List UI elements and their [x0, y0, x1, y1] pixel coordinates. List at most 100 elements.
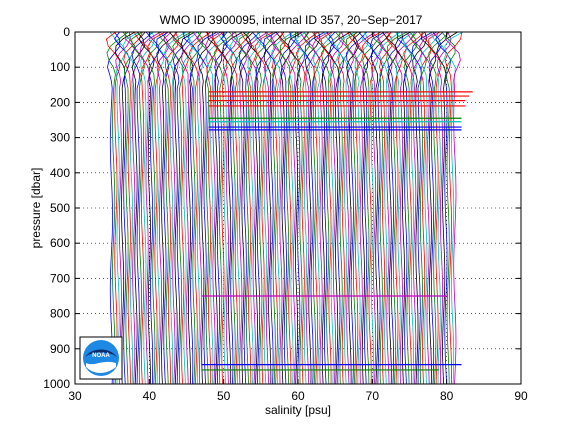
profile-line [255, 31, 272, 385]
profile-line [304, 31, 321, 385]
profile-line [197, 31, 218, 385]
profile-line [304, 31, 325, 385]
profile-line [207, 31, 223, 385]
profile-line [295, 31, 310, 385]
profile-line [279, 31, 296, 384]
profile-line [358, 31, 374, 385]
profile-line [196, 31, 214, 385]
profile-line [394, 31, 411, 385]
profile-line [156, 31, 178, 385]
profile-line [387, 31, 407, 385]
profile-line [238, 31, 252, 385]
profile-line [435, 31, 452, 385]
profile-line [222, 31, 243, 384]
profile-line [311, 31, 325, 385]
profile-line [163, 31, 179, 385]
profile-line [329, 31, 351, 385]
profile-line [430, 31, 447, 384]
profile-line [213, 31, 236, 385]
x-tick-label: 30 [68, 389, 82, 403]
profile-line [122, 31, 140, 385]
profile-line [168, 31, 184, 385]
profile-line [157, 31, 175, 385]
profile-line [444, 31, 463, 385]
profile-line [312, 31, 330, 385]
profile-line [419, 31, 439, 385]
profile-line [328, 31, 345, 384]
profile-line [124, 32, 140, 385]
y-tick-label: 500 [50, 201, 70, 215]
profile-line [410, 31, 427, 385]
profile-line [181, 31, 194, 385]
profile-line [312, 31, 333, 385]
y-tick-label: 900 [50, 342, 70, 356]
x-tick-label: 80 [440, 389, 454, 403]
profile-line [329, 31, 345, 385]
profile-line [192, 31, 209, 385]
profile-line [133, 31, 151, 385]
profile-line [296, 31, 310, 385]
profile-line [405, 31, 423, 385]
profile-line [336, 31, 356, 385]
profile-line [418, 31, 432, 385]
profile-line [140, 31, 156, 385]
profile-line [214, 31, 228, 384]
logo-wave [86, 361, 116, 373]
profile-line [270, 31, 286, 385]
profile-line [254, 31, 274, 385]
profile-line [156, 31, 170, 385]
profile-line [205, 31, 226, 385]
profile-line [238, 31, 253, 385]
profile-line [172, 31, 192, 385]
profile-line [216, 31, 233, 385]
profile-line [320, 31, 343, 385]
spike-lines [201, 91, 473, 371]
profile-line [231, 31, 247, 385]
profile-line [262, 31, 277, 385]
profile-line [172, 31, 190, 385]
x-tick-label: 40 [143, 389, 157, 403]
profile-line [106, 31, 129, 385]
profile-line [428, 31, 442, 385]
profile-line [337, 31, 356, 385]
profile-line [180, 31, 195, 384]
profile-line [279, 31, 300, 385]
profile-line [288, 31, 309, 385]
profile-line [372, 31, 388, 385]
profile-line [114, 31, 131, 385]
profile-line [395, 31, 416, 385]
profile-line [205, 31, 219, 385]
profile-line [428, 31, 442, 385]
profile-line [353, 31, 376, 385]
profile-line [420, 31, 437, 385]
profile-line [229, 31, 248, 385]
profile-line [428, 31, 450, 385]
x-axis-label: salinity [psu] [265, 403, 331, 417]
profile-line [220, 31, 238, 385]
profile-line [347, 31, 364, 385]
profile-line [288, 31, 301, 385]
profile-line [419, 31, 437, 385]
profile-line [188, 31, 212, 385]
profile-line [155, 31, 170, 385]
y-tick-label: 400 [50, 166, 70, 180]
profile-line [131, 31, 146, 385]
profile-line [115, 31, 136, 385]
x-tick-label: 70 [366, 389, 380, 403]
profile-line [303, 31, 321, 385]
profile-line [444, 31, 461, 385]
profile-line [172, 31, 189, 385]
profile-line [321, 31, 335, 385]
profile-line [345, 31, 359, 385]
profile-line [197, 31, 214, 385]
profile-line [287, 31, 303, 385]
profile-line [352, 31, 369, 385]
profile-line [295, 31, 319, 385]
profile-line [370, 31, 392, 385]
profile-line [139, 31, 161, 385]
profile-line [382, 31, 398, 385]
profile-line [147, 31, 167, 385]
profile-line [403, 31, 426, 385]
chart-title: WMO ID 3900095, internal ID 357, 20−Sep−… [160, 13, 423, 27]
